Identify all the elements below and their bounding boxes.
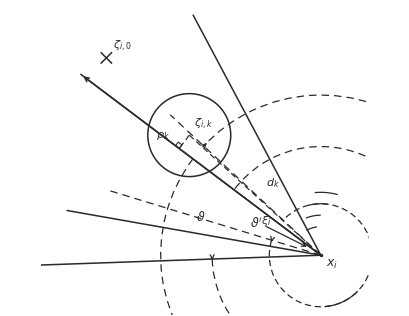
Text: $\rho_k$: $\rho_k$ bbox=[155, 130, 169, 142]
Text: $\vartheta'$: $\vartheta'$ bbox=[249, 216, 262, 231]
Text: $\xi_i$: $\xi_i$ bbox=[260, 214, 270, 228]
Text: $x_i$: $x_i$ bbox=[325, 258, 337, 271]
Text: $\vartheta$: $\vartheta$ bbox=[196, 210, 205, 224]
Text: $\zeta_{i,k}$: $\zeta_{i,k}$ bbox=[194, 117, 213, 132]
Text: $d_k$: $d_k$ bbox=[266, 177, 280, 191]
Text: $\zeta_{i,0}$: $\zeta_{i,0}$ bbox=[112, 39, 131, 54]
